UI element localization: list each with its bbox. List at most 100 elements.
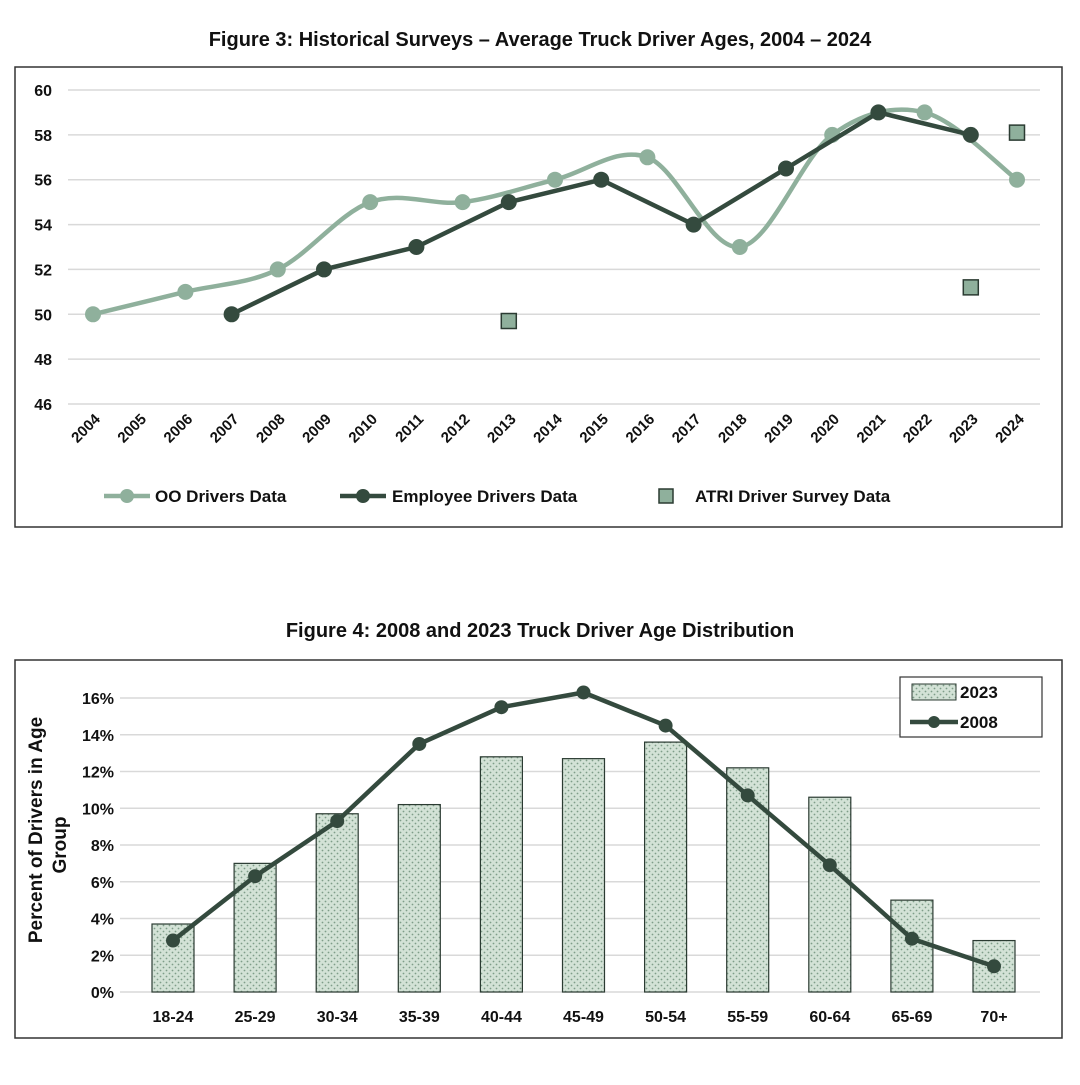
oo-drivers-point	[269, 261, 286, 278]
legend-2023-swatch	[911, 683, 957, 701]
y-tick-label: 12%	[82, 765, 114, 782]
x-tick-label: 2021	[854, 411, 890, 447]
x-tick-label: 60-64	[809, 1009, 850, 1026]
x-tick-label: 2016	[623, 411, 659, 447]
oo-drivers-point	[916, 104, 933, 121]
x-tick-label: 2011	[392, 411, 427, 446]
point-2008	[166, 933, 180, 948]
y-tick-label: 14%	[82, 728, 114, 745]
oo-drivers-point	[731, 239, 748, 255]
figure4-frame	[14, 659, 1063, 1039]
y-tick-label: 50	[34, 307, 52, 324]
x-tick-label: 2013	[484, 411, 520, 447]
legend-employee-marker	[356, 489, 370, 503]
legend-employee-label: Employee Drivers Data	[392, 487, 578, 506]
employee-drivers-point	[778, 160, 794, 177]
y-tick-label: 56	[34, 173, 52, 190]
y-axis-label: Percent of Drivers in Age	[26, 717, 47, 943]
x-tick-label: 70+	[980, 1009, 1007, 1026]
bar-2023	[808, 796, 852, 993]
bar-2023	[890, 899, 934, 993]
x-tick-label: 25-29	[235, 1009, 276, 1026]
x-tick-label: 2023	[946, 411, 982, 447]
x-tick-label: 2005	[114, 411, 150, 447]
point-2008	[248, 869, 263, 884]
y-tick-label: 16%	[82, 691, 114, 708]
oo-drivers-line	[92, 107, 1019, 317]
employee-drivers-point	[223, 306, 240, 323]
y-tick-label: 60	[34, 83, 52, 100]
x-tick-label: 30-34	[317, 1009, 358, 1026]
point-2008	[576, 685, 591, 700]
employee-drivers-line	[230, 110, 972, 317]
x-tick-label: 2012	[438, 411, 474, 447]
y-tick-label: 2%	[91, 948, 114, 965]
atri-survey-point	[962, 279, 980, 296]
x-tick-label: 2004	[68, 410, 104, 446]
employee-drivers-point	[316, 261, 332, 278]
x-tick-label: 2009	[299, 411, 335, 447]
y-tick-label: 54	[34, 218, 52, 235]
x-tick-label: 40-44	[481, 1009, 522, 1026]
bar-2023	[643, 741, 688, 993]
legend-atri-label: ATRI Driver Survey Data	[695, 487, 891, 506]
y-tick-label: 48	[34, 352, 52, 369]
figure3-chart: 46 48 50 52 54 56 58 60 2004 2005 2006 2007 2008 2009…	[34, 83, 1040, 506]
y-tick-label: 6%	[91, 875, 114, 892]
x-tick-label: 2018	[715, 411, 751, 447]
x-tick-label: 65-69	[891, 1009, 932, 1026]
oo-drivers-point	[177, 283, 194, 300]
employee-drivers-point	[593, 171, 610, 188]
y-tick-label: 52	[34, 262, 52, 279]
x-tick-label: 2019	[761, 411, 797, 447]
y-tick-label: 46	[34, 397, 52, 414]
employee-drivers-point	[408, 239, 425, 255]
x-tick-label: 50-54	[645, 1009, 686, 1026]
point-2008	[494, 700, 509, 715]
figure4-chart: 0% 2% 4% 6% 8% 10% 12% 14% 16% Percent of Drivers…	[26, 676, 1043, 1026]
point-2008	[330, 814, 345, 829]
figure3-title: Figure 3: Historical Surveys – Average T…	[209, 29, 872, 51]
oo-drivers-point	[639, 149, 656, 166]
legend-oo-label: OO Drivers Data	[155, 487, 287, 506]
bar-2023	[315, 813, 359, 993]
x-tick-label: 2015	[576, 411, 612, 447]
y-tick-label: 58	[34, 128, 52, 145]
oo-drivers-point	[1009, 171, 1025, 188]
figure4-title: Figure 4: 2008 and 2023 Truck Driver Age…	[286, 620, 794, 642]
point-2008	[987, 959, 1001, 974]
atri-survey-point	[500, 312, 518, 330]
point-2008	[658, 718, 673, 733]
atri-survey-point	[1008, 124, 1026, 141]
point-2008	[904, 931, 919, 946]
figure3-frame	[14, 66, 1063, 528]
bar-2023	[479, 756, 523, 993]
x-tick-label: 2010	[345, 411, 381, 447]
x-tick-label: 2006	[161, 411, 197, 447]
legend-atri-marker	[658, 488, 674, 504]
employee-drivers-point	[870, 104, 887, 121]
x-tick-label: 2024	[992, 410, 1028, 446]
oo-drivers-point	[547, 171, 563, 188]
employee-drivers-point	[500, 194, 517, 211]
employee-drivers-point	[962, 126, 979, 143]
x-tick-label: 55-59	[727, 1009, 768, 1026]
x-tick-label: 45-49	[563, 1009, 604, 1026]
legend-oo-marker	[120, 489, 134, 503]
bar-2023	[397, 803, 441, 993]
x-tick-label: 2022	[900, 411, 936, 447]
point-2008	[412, 736, 427, 751]
x-tick-label: 18-24	[153, 1009, 194, 1026]
x-tick-label: 2020	[807, 411, 843, 447]
oo-drivers-point	[454, 194, 471, 211]
point-2008	[822, 858, 837, 873]
point-2008	[740, 788, 755, 803]
y-tick-label: 0%	[91, 985, 114, 1002]
oo-drivers-point	[362, 194, 379, 211]
y-axis-label-cont: Group	[50, 817, 71, 874]
x-tick-label: 2017	[669, 411, 705, 447]
y-tick-label: 8%	[91, 838, 114, 855]
legend-2008-label: 2008	[960, 713, 998, 732]
employee-drivers-point	[685, 216, 702, 233]
